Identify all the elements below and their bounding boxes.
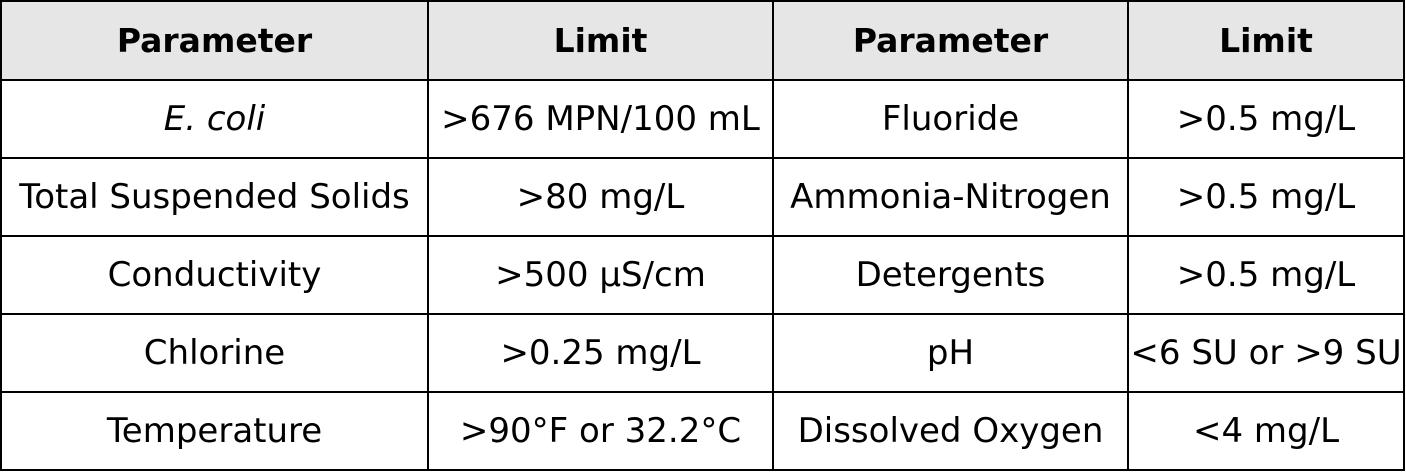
limit-cell: >0.5 mg/L (1127, 79, 1405, 159)
parameter-cell: Ammonia-Nitrogen (772, 157, 1129, 237)
header-limit-left: Limit (427, 0, 774, 81)
parameter-cell: Fluoride (772, 79, 1129, 159)
limit-cell: >0.25 mg/L (427, 313, 774, 393)
table-row: Total Suspended Solids >80 mg/L Ammonia-… (0, 157, 1405, 237)
parameter-cell: Chlorine (0, 313, 429, 393)
parameter-cell: E. coli (0, 79, 429, 159)
parameter-cell: Conductivity (0, 235, 429, 315)
table-header-row: Parameter Limit Parameter Limit (0, 0, 1405, 81)
limit-cell: >0.5 mg/L (1127, 157, 1405, 237)
limit-cell: <4 mg/L (1127, 391, 1405, 471)
parameter-cell: Temperature (0, 391, 429, 471)
header-limit-right: Limit (1127, 0, 1405, 81)
parameter-cell: Total Suspended Solids (0, 157, 429, 237)
table-row: E. coli >676 MPN/100 mL Fluoride >0.5 mg… (0, 79, 1405, 159)
limit-cell: >0.5 mg/L (1127, 235, 1405, 315)
limit-cell: >500 µS/cm (427, 235, 774, 315)
limit-cell: >90°F or 32.2°C (427, 391, 774, 471)
limit-cell: >676 MPN/100 mL (427, 79, 774, 159)
limit-cell: <6 SU or >9 SU (1127, 313, 1405, 393)
parameter-cell: pH (772, 313, 1129, 393)
header-parameter-right: Parameter (772, 0, 1129, 81)
table-row: Temperature >90°F or 32.2°C Dissolved Ox… (0, 391, 1405, 471)
parameter-cell: Detergents (772, 235, 1129, 315)
parameter-cell: Dissolved Oxygen (772, 391, 1129, 471)
header-parameter-left: Parameter (0, 0, 429, 81)
table-row: Chlorine >0.25 mg/L pH <6 SU or >9 SU (0, 313, 1405, 393)
limit-cell: >80 mg/L (427, 157, 774, 237)
table-row: Conductivity >500 µS/cm Detergents >0.5 … (0, 235, 1405, 315)
